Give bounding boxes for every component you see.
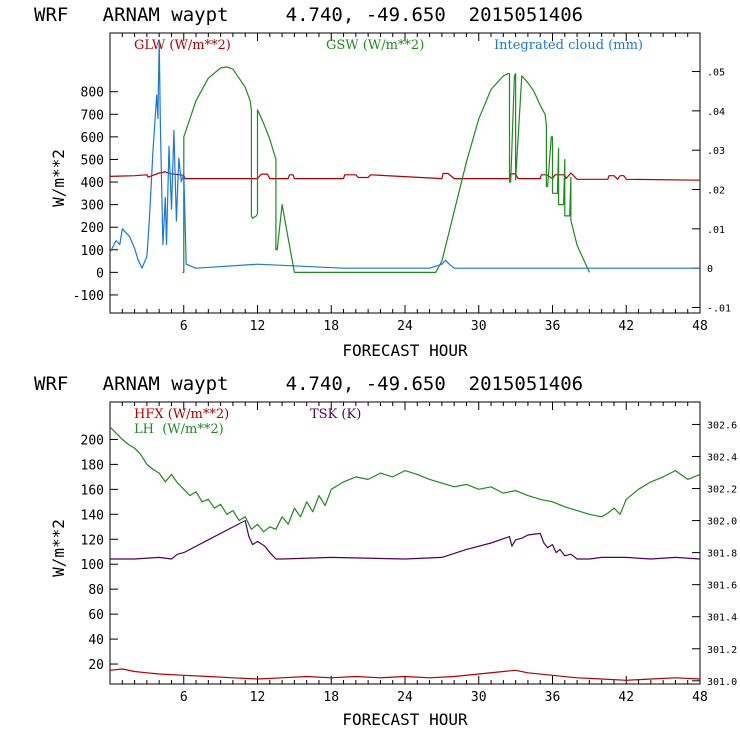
bottom-y-tick-label: 60 — [88, 608, 104, 623]
top-series-integrated-line — [109, 39, 700, 269]
legend-gsw: GSW (W/m**2) — [326, 38, 424, 53]
top-y-tick-label: -100 — [73, 289, 104, 304]
bottom-y2-tick-label: 301.4 — [707, 613, 737, 624]
top-y-tick-label: 200 — [81, 221, 104, 236]
bottom-chart: WRF ARNAM waypt 4.740, -49.650 201505140… — [34, 373, 737, 729]
bottom-y-axis-label: W/m**2 — [49, 519, 68, 577]
legend-lh: LH (W/m**2) — [134, 422, 224, 437]
bottom-x-tick-label: 12 — [250, 690, 266, 705]
top-y2-tick-label: .03 — [707, 146, 725, 157]
top-x-tick-label: 24 — [397, 319, 413, 334]
top-x-tick-label: 48 — [692, 319, 708, 334]
bottom-y-tick-label: 100 — [81, 558, 104, 573]
top-y2-tick-label: .05 — [707, 68, 725, 79]
top-x-tick-label: 6 — [180, 319, 188, 334]
bottom-series-hfx-line — [109, 668, 701, 681]
top-x-tick-label: 36 — [545, 319, 561, 334]
bottom-x-tick-label: 48 — [692, 690, 708, 705]
bottom-y2-tick-label: 301.8 — [707, 549, 737, 560]
legend-glw: GLW (W/m**2) — [134, 38, 231, 53]
top-y-tick-label: 400 — [81, 176, 104, 191]
top-y2-tick-label: -.01 — [707, 303, 731, 314]
legend-integrated-cloud: Integrated cloud (mm) — [494, 38, 643, 53]
bottom-x-tick-label: 24 — [397, 690, 413, 705]
top-y2-tick-label: .01 — [707, 225, 725, 236]
top-series-group — [109, 39, 701, 273]
bottom-y2-tick-label: 301.0 — [707, 677, 737, 688]
bottom-y-tick-label: 160 — [81, 483, 104, 498]
bottom-series-lh-line — [109, 426, 701, 533]
bottom-y-tick-label: 140 — [81, 508, 104, 523]
top-y-tick-label: 500 — [81, 153, 104, 168]
legend-tsk: TSK (K) — [310, 407, 361, 422]
top-x-axis-label: FORECAST HOUR — [342, 341, 468, 360]
top-series-glw-line — [109, 171, 701, 181]
top-axis-ticks: 6 12 18 24 30 36 42 48 -100 0 100 200 300 400 500 600 70… — [73, 33, 731, 334]
top-y-tick-label: 700 — [81, 108, 104, 123]
top-x-tick-label: 12 — [250, 319, 266, 334]
bottom-y2-tick-label: 302.2 — [707, 485, 737, 496]
top-y-tick-label: 100 — [81, 244, 104, 259]
top-y2-tick-label: 0 — [707, 264, 713, 275]
top-x-tick-label: 18 — [323, 319, 339, 334]
bottom-series-group — [109, 426, 701, 681]
top-y-tick-label: 0 — [96, 266, 104, 281]
bottom-y2-tick-label: 302.6 — [707, 420, 737, 431]
bottom-y-tick-label: 40 — [88, 633, 104, 648]
bottom-y2-tick-label: 301.2 — [707, 645, 737, 656]
bottom-x-tick-label: 42 — [618, 690, 634, 705]
bottom-x-tick-label: 6 — [180, 690, 188, 705]
bottom-y-tick-label: 80 — [88, 583, 104, 598]
bottom-y2-tick-label: 302.4 — [707, 452, 737, 463]
top-y-tick-label: 600 — [81, 131, 104, 146]
bottom-chart-title: WRF ARNAM waypt 4.740, -49.650 201505140… — [34, 373, 583, 395]
bottom-y-tick-label: 200 — [81, 433, 104, 448]
bottom-y2-tick-label: 301.6 — [707, 581, 737, 592]
bottom-x-tick-label: 36 — [545, 690, 561, 705]
bottom-y-tick-label: 120 — [81, 533, 104, 548]
bottom-y-tick-label: 20 — [88, 658, 104, 673]
top-series-gsw-line — [182, 66, 590, 273]
top-plot-frame — [109, 32, 701, 314]
legend-hfx: HFX (W/m**2) — [134, 407, 229, 422]
top-x-tick-label: 42 — [618, 319, 634, 334]
bottom-x-tick-label: 18 — [323, 690, 339, 705]
top-y2-tick-label: .04 — [707, 107, 725, 118]
bottom-x-axis-label: FORECAST HOUR — [342, 710, 468, 729]
bottom-y-tick-label: 180 — [81, 458, 104, 473]
bottom-axis-ticks: 6 12 18 24 30 36 42 48 20 40 60 80 100 120 140 160 180 20… — [81, 402, 737, 705]
top-x-tick-label: 30 — [471, 319, 487, 334]
bottom-x-tick-label: 30 — [471, 690, 487, 705]
top-y-axis-label: W/m**2 — [49, 149, 68, 207]
top-y2-tick-label: .02 — [707, 186, 725, 197]
top-y-tick-label: 800 — [81, 86, 104, 101]
bottom-y2-tick-label: 302.0 — [707, 517, 737, 528]
bottom-series-tsk-line — [110, 519, 701, 560]
bottom-plot-frame — [109, 401, 701, 685]
top-chart: WRF ARNAM waypt 4.740, -49.650 201505140… — [34, 4, 731, 360]
top-y-tick-label: 300 — [81, 199, 104, 214]
top-chart-title: WRF ARNAM waypt 4.740, -49.650 201505140… — [34, 4, 583, 26]
